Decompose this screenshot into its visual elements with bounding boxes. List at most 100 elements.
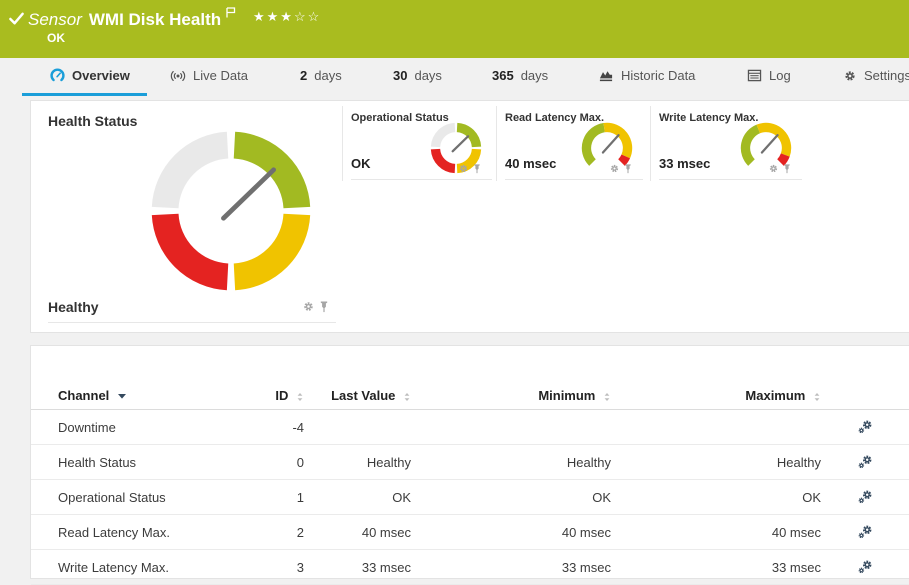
gauge-icon — [50, 68, 65, 82]
gauge-needle — [760, 134, 779, 154]
tab-log[interactable]: Log — [747, 58, 791, 93]
cell-maximum: Healthy — [776, 454, 821, 470]
main-gauge-value: Healthy — [48, 299, 99, 315]
sort-icon — [814, 392, 820, 401]
stars-filled: ★★★ — [253, 9, 294, 24]
column-header-minimum[interactable]: Minimum — [411, 388, 611, 403]
priority-stars[interactable]: ★★★☆☆ — [253, 9, 321, 25]
gauge-settings-gear-icon[interactable] — [768, 163, 779, 174]
log-icon — [747, 69, 762, 82]
gear-icon — [845, 70, 855, 81]
mini-gauge-value: 40 msec — [505, 156, 557, 171]
flag-icon[interactable] — [226, 7, 236, 18]
sensor-type-label: Sensor — [28, 10, 82, 29]
column-header-last-value[interactable]: Last Value — [304, 388, 411, 403]
cell-id: 2 — [296, 524, 304, 540]
cell-minimum: 40 msec — [561, 524, 611, 540]
cell-channel: Write Latency Max. — [58, 559, 170, 575]
channel-settings-gears-icon[interactable] — [857, 419, 873, 435]
table-row[interactable]: Operational Status 1 OK OK OK — [31, 480, 909, 515]
cell-last-value: OK — [392, 489, 411, 505]
channel-settings-gears-icon[interactable] — [857, 454, 873, 470]
stars-empty: ☆☆ — [293, 9, 322, 24]
cell-minimum: 33 msec — [561, 559, 611, 575]
main-gauge-title: Health Status — [48, 113, 138, 129]
gauge-needle — [451, 135, 470, 153]
mini-gauge-title: Operational Status — [351, 112, 449, 124]
pin-icon[interactable] — [472, 163, 482, 174]
tab-2-days[interactable]: 2 days — [300, 68, 342, 83]
gauge-settings-gear-icon[interactable] — [302, 300, 315, 313]
table-row[interactable]: Health Status 0 Healthy Healthy Healthy — [31, 445, 909, 480]
cell-maximum: OK — [802, 489, 821, 505]
mini-gauge-title: Write Latency Max. — [659, 112, 759, 124]
cell-channel: Operational Status — [58, 489, 166, 505]
channel-table: Channel ID Last Value Minimum Maximum — [31, 382, 909, 585]
pin-icon[interactable] — [782, 163, 792, 174]
tab-365-days[interactable]: 365 days — [492, 68, 549, 83]
cell-channel: Downtime — [58, 419, 116, 435]
cell-maximum: 40 msec — [771, 524, 821, 540]
divider — [650, 106, 651, 181]
channel-settings-gears-icon[interactable] — [857, 559, 873, 575]
gauge-settings-gear-icon[interactable] — [458, 163, 469, 174]
health-status-gauge — [151, 131, 311, 291]
sort-icon — [297, 392, 303, 401]
column-header-id[interactable]: ID — [251, 388, 304, 403]
gauge-needle — [221, 167, 277, 221]
operational-status-gauge — [430, 122, 482, 174]
table-header-row: Channel ID Last Value Minimum Maximum — [31, 382, 909, 410]
read-latency-gauge — [581, 122, 633, 166]
cell-maximum: 33 msec — [771, 559, 821, 575]
tab-historic-data[interactable]: Historic Data — [598, 58, 695, 93]
page-title: WMI Disk Health — [88, 10, 222, 29]
cell-channel: Health Status — [58, 454, 137, 470]
divider — [505, 179, 643, 180]
tab-overview[interactable]: Overview — [50, 58, 130, 93]
channel-settings-gears-icon[interactable] — [857, 524, 873, 540]
channel-table-panel: Channel ID Last Value Minimum Maximum — [30, 345, 909, 585]
cell-id: -4 — [292, 419, 304, 435]
divider — [351, 179, 492, 180]
mini-gauge-write-latency: Write Latency Max. 33 msec — [650, 101, 802, 183]
live-icon — [170, 70, 186, 81]
divider — [659, 179, 802, 180]
divider — [342, 106, 343, 181]
mini-gauge-read-latency: Read Latency Max. 40 msec — [496, 101, 643, 183]
active-tab-underline — [22, 93, 147, 96]
tab-settings[interactable]: Settings — [843, 58, 909, 93]
column-header-channel[interactable]: Channel — [31, 388, 251, 403]
tab-live-data[interactable]: Live Data — [170, 58, 248, 93]
divider — [48, 322, 336, 323]
column-header-maximum[interactable]: Maximum — [611, 388, 821, 403]
pin-icon[interactable] — [623, 163, 633, 174]
channel-settings-gears-icon[interactable] — [857, 489, 873, 505]
cell-last-value: Healthy — [366, 454, 411, 470]
cell-id: 3 — [296, 559, 304, 575]
mini-gauge-operational-status: Operational Status OK — [342, 101, 492, 183]
mini-gauge-title: Read Latency Max. — [505, 112, 605, 124]
cell-channel: Read Latency Max. — [58, 524, 171, 540]
status-badge: OK — [47, 31, 65, 45]
overview-gauges-panel: Health Status Healthy Operational Status… — [30, 100, 909, 333]
gauge-settings-gear-icon[interactable] — [609, 163, 620, 174]
sort-desc-caret-icon — [117, 394, 126, 399]
mini-gauge-value: OK — [351, 156, 371, 171]
ok-check-icon — [9, 12, 24, 25]
cell-last-value: 40 msec — [361, 524, 411, 540]
pin-icon[interactable] — [318, 300, 330, 313]
table-row[interactable]: Downtime -4 — [31, 410, 909, 445]
sensor-header: Sensor WMI Disk Health ★★★☆☆ OK — [0, 0, 909, 58]
write-latency-gauge — [740, 122, 792, 166]
sort-icon — [604, 392, 610, 401]
table-row[interactable]: Read Latency Max. 2 40 msec 40 msec 40 m… — [31, 515, 909, 550]
sort-icon — [404, 392, 410, 401]
tab-bar: Overview Live Data 2 days 30 days 365 days … — [0, 58, 909, 96]
area-chart-icon — [599, 71, 613, 82]
mini-gauge-value: 33 msec — [659, 156, 711, 171]
cell-id: 1 — [296, 489, 304, 505]
tab-30-days[interactable]: 30 days — [393, 68, 442, 83]
table-row[interactable]: Write Latency Max. 3 33 msec 33 msec 33 … — [31, 550, 909, 585]
cell-last-value: 33 msec — [361, 559, 411, 575]
divider — [496, 106, 497, 181]
